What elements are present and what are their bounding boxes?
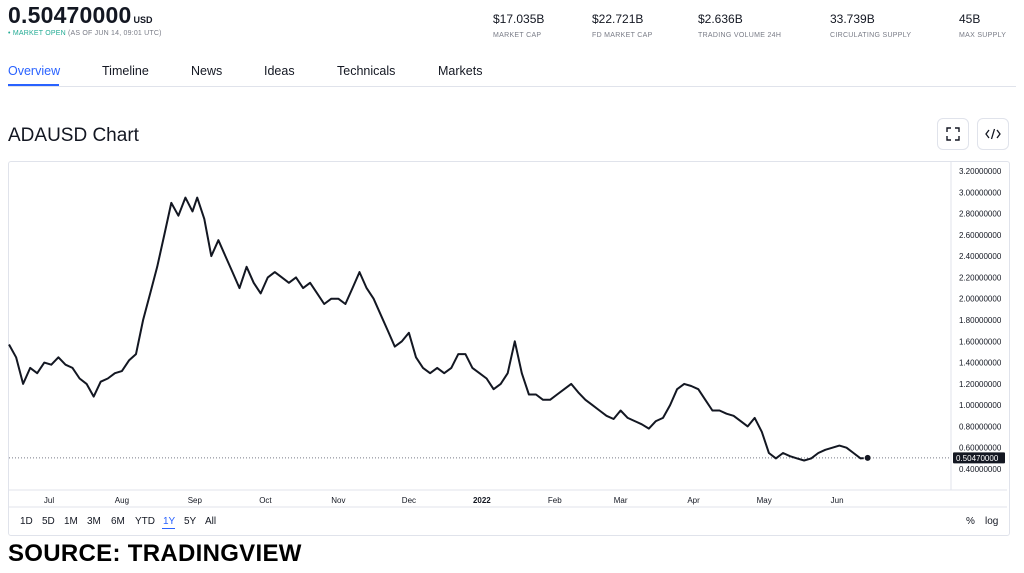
as-of-timestamp: (AS OF JUN 14, 09:01 UTC) bbox=[68, 30, 162, 37]
range-6m[interactable]: 6M bbox=[111, 516, 125, 527]
stat-trading-volume: $2.636B TRADING VOLUME 24H bbox=[698, 12, 781, 39]
embed-code-button[interactable] bbox=[977, 118, 1009, 150]
stat-max-supply: 45B MAX SUPPLY bbox=[959, 12, 1006, 39]
fullscreen-icon bbox=[946, 127, 960, 141]
stat-market-cap: $17.035B MARKET CAP bbox=[493, 12, 544, 39]
price-block: 0.50470000 USD bbox=[8, 2, 153, 29]
tab-overview[interactable]: Overview bbox=[8, 64, 61, 78]
stat-label: CIRCULATING SUPPLY bbox=[830, 32, 912, 39]
stat-value: $2.636B bbox=[698, 12, 743, 26]
range-all[interactable]: All bbox=[205, 516, 217, 527]
current-price: 0.50470000 bbox=[8, 2, 132, 28]
fullscreen-button[interactable] bbox=[937, 118, 969, 150]
active-range-indicator bbox=[162, 528, 175, 529]
tab-markets[interactable]: Markets bbox=[438, 64, 483, 78]
tab-technicals[interactable]: Technicals bbox=[337, 64, 396, 78]
stat-fd-market-cap: $22.721B FD MARKET CAP bbox=[592, 12, 653, 39]
chart-container bbox=[8, 161, 1010, 536]
stat-value: $22.721B bbox=[592, 12, 644, 26]
market-open-dot: • bbox=[8, 30, 11, 37]
percent-scale-toggle[interactable]: % bbox=[966, 516, 975, 527]
code-embed-icon bbox=[985, 128, 1001, 140]
range-1y[interactable]: 1Y bbox=[163, 516, 176, 527]
range-ytd[interactable]: YTD bbox=[135, 516, 155, 527]
log-scale-toggle[interactable]: log bbox=[985, 516, 999, 527]
price-currency: USD bbox=[133, 15, 153, 25]
stat-value: 45B bbox=[959, 12, 981, 26]
range-5y[interactable]: 5Y bbox=[184, 516, 197, 527]
range-1d[interactable]: 1D bbox=[20, 516, 33, 527]
tab-timeline[interactable]: Timeline bbox=[102, 64, 149, 78]
stat-label: MARKET CAP bbox=[493, 32, 542, 39]
range-3m[interactable]: 3M bbox=[87, 516, 101, 527]
range-5d[interactable]: 5D bbox=[42, 516, 55, 527]
tab-ideas[interactable]: Ideas bbox=[264, 64, 295, 78]
stat-value: 33.739B bbox=[830, 12, 875, 26]
tabs-divider bbox=[8, 86, 1016, 87]
stat-label: TRADING VOLUME 24H bbox=[698, 32, 782, 39]
active-tab-indicator bbox=[8, 84, 59, 86]
tab-news[interactable]: News bbox=[191, 64, 223, 78]
market-status: MARKET OPEN bbox=[12, 30, 66, 37]
chart-title: ADAUSD Chart bbox=[8, 125, 139, 146]
stat-value: $17.035B bbox=[493, 12, 545, 26]
stat-label: FD MARKET CAP bbox=[592, 32, 653, 39]
stat-label: MAX SUPPLY bbox=[959, 32, 1007, 39]
market-status-line: • MARKET OPEN (AS OF JUN 14, 09:01 UTC) bbox=[8, 30, 162, 37]
stat-circulating-supply: 33.739B CIRCULATING SUPPLY bbox=[830, 12, 911, 39]
source-caption: SOURCE: TRADINGVIEW bbox=[8, 540, 302, 567]
range-1m[interactable]: 1M bbox=[64, 516, 78, 527]
